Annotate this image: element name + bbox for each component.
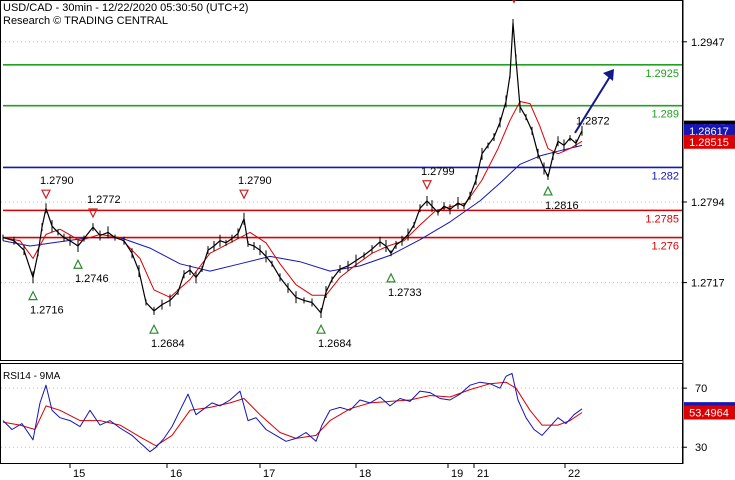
high-label: 1.2790	[40, 175, 74, 187]
low-label: 1.2816	[545, 200, 579, 212]
chart-source: Research © TRADING CENTRAL	[3, 15, 168, 27]
low-marker-icon	[316, 323, 326, 334]
low-marker-icon	[73, 258, 83, 269]
high-marker-icon	[239, 189, 249, 200]
high-label: 1.2772	[87, 194, 121, 206]
low-marker-icon	[543, 185, 553, 196]
level-label-resistance: 1.289	[651, 109, 679, 121]
rsi-tag-label: 53.4964	[689, 408, 729, 420]
low-label: 1.2684	[318, 338, 352, 350]
rsi-tag	[684, 405, 735, 420]
low-marker-icon	[386, 272, 396, 283]
low-label: 1.2733	[388, 287, 422, 299]
forecast-arrowhead-icon	[603, 69, 614, 82]
low-marker-icon	[149, 323, 159, 334]
low-label: 1.2684	[151, 338, 185, 350]
rsi-title: RSI14 - 9MA	[3, 371, 61, 382]
x-tick-label: 17	[263, 468, 275, 480]
x-tick-label: 19	[451, 468, 463, 480]
price-tag-label: 1.28515	[689, 137, 729, 149]
y-tick-label: 1.2717	[691, 278, 725, 290]
y-tick-label: 1.2947	[691, 37, 725, 49]
forecast-arrow	[574, 74, 612, 134]
level-label-resistance: 1.2925	[645, 68, 679, 80]
level-label-support: 1.2785	[645, 213, 679, 225]
high-label: 1.2799	[421, 166, 455, 178]
level-label-support: 1.276	[651, 241, 679, 253]
x-tick-label: 22	[568, 468, 580, 480]
low-label: 1.2746	[75, 273, 109, 285]
high-label: 1.2790	[238, 175, 272, 187]
low-label: 1.2716	[30, 305, 64, 317]
level-label-pivot: 1.282	[651, 170, 679, 182]
x-tick-label: 15	[73, 468, 85, 480]
rsi-line	[2, 372, 583, 453]
rsi-tick-label: 30	[695, 442, 707, 454]
price-tag	[684, 124, 735, 139]
x-tick-label: 16	[170, 468, 182, 480]
high-marker-icon	[88, 208, 98, 219]
x-tick-label: 18	[359, 468, 371, 480]
high-marker-icon	[41, 189, 51, 200]
rsi-tick-label: 70	[695, 383, 707, 395]
high-marker-icon	[422, 180, 432, 191]
x-tick-label: 21	[477, 468, 489, 480]
y-tick-label: 1.2794	[691, 197, 725, 209]
low-marker-icon	[28, 290, 38, 301]
target-label: 1.2872	[576, 115, 610, 127]
chart-title: USD/CAD - 30min - 12/22/2020 05:30:50 (U…	[3, 2, 248, 14]
moving-average-slow	[2, 144, 583, 272]
price-tag	[684, 134, 735, 149]
